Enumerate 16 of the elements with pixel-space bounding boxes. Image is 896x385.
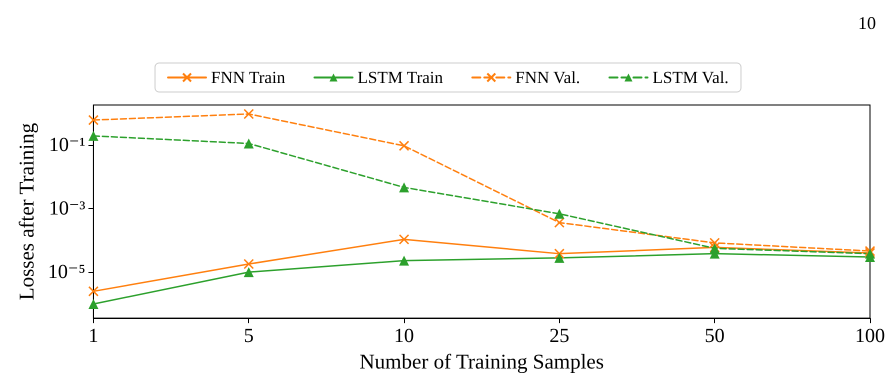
x-tick-label: 50 — [704, 325, 725, 348]
x-axis-title: Number of Training Samples — [360, 350, 604, 374]
x-tick-label: 100 — [855, 325, 885, 348]
legend-label: FNN Val. — [515, 68, 580, 87]
y-axis-title: Losses after Training — [14, 122, 38, 300]
x-tick-label: 25 — [549, 325, 570, 348]
text: 10 — [858, 13, 876, 33]
x-tick-label: 1 — [88, 325, 98, 348]
x-tick-label: 5 — [244, 325, 254, 348]
y-tick-label: 10⁻⁵ — [48, 261, 86, 284]
y-tick-label: 10⁻¹ — [48, 134, 86, 156]
legend-label: LSTM Train — [358, 68, 444, 87]
y-tick-label: 10⁻³ — [48, 197, 86, 220]
legend-label: LSTM Val. — [652, 68, 729, 87]
x-tick-label: 10 — [394, 325, 414, 348]
legend-label: FNN Train — [211, 68, 286, 87]
